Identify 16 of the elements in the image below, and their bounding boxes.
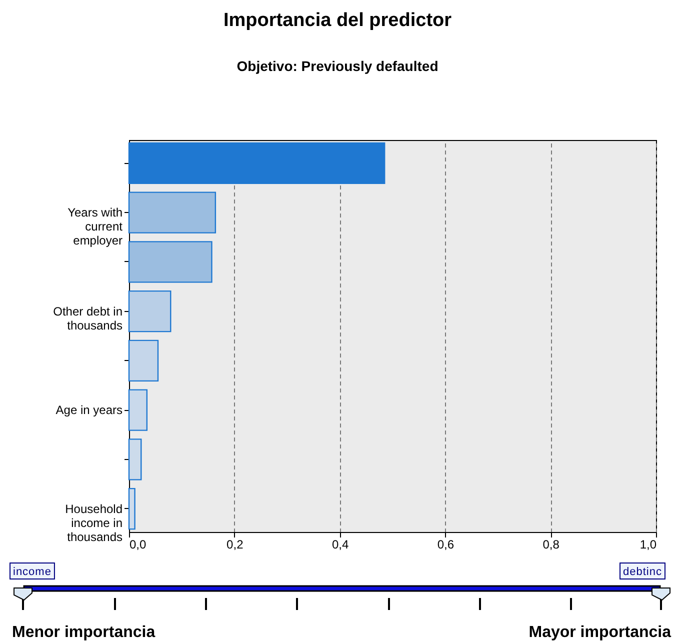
x-tick-label: 0,2 bbox=[226, 538, 244, 552]
text: Menor importancia bbox=[12, 624, 156, 641]
chart-title: Importancia del predictor bbox=[222, 10, 453, 32]
text: debtinc bbox=[623, 566, 662, 578]
y-tick-label: Age in years bbox=[56, 403, 122, 418]
chart-subtitle: Objetivo: Previously defaulted bbox=[236, 58, 440, 74]
x-tick-label: 0,0 bbox=[130, 538, 147, 552]
y-tick-label: Years with current employer bbox=[68, 206, 124, 248]
text: income bbox=[13, 566, 52, 578]
x-tick-label: 0,8 bbox=[542, 538, 560, 552]
y-tick-label: Household income in thousands bbox=[65, 502, 122, 544]
text: Mayor importancia bbox=[528, 624, 672, 641]
x-tick-label: 0,6 bbox=[437, 538, 454, 552]
x-tick-label: 0,4 bbox=[332, 538, 349, 552]
y-tick-label: Other debt in thousands bbox=[53, 304, 122, 332]
x-tick-label: 1,0 bbox=[640, 538, 657, 552]
